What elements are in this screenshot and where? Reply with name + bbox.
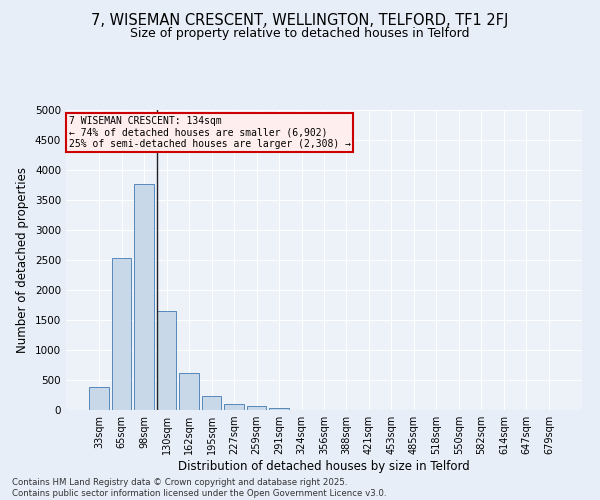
X-axis label: Distribution of detached houses by size in Telford: Distribution of detached houses by size … [178, 460, 470, 473]
Y-axis label: Number of detached properties: Number of detached properties [16, 167, 29, 353]
Bar [269, 408, 289, 410]
Text: 7, WISEMAN CRESCENT, WELLINGTON, TELFORD, TF1 2FJ: 7, WISEMAN CRESCENT, WELLINGTON, TELFORD… [91, 12, 509, 28]
Text: 7 WISEMAN CRESCENT: 134sqm
← 74% of detached houses are smaller (6,902)
25% of s: 7 WISEMAN CRESCENT: 134sqm ← 74% of deta… [68, 116, 350, 149]
Bar [157, 311, 176, 410]
Bar [247, 406, 266, 410]
Bar [224, 404, 244, 410]
Bar [112, 258, 131, 410]
Bar [179, 374, 199, 410]
Bar [202, 396, 221, 410]
Text: Size of property relative to detached houses in Telford: Size of property relative to detached ho… [130, 28, 470, 40]
Text: Contains HM Land Registry data © Crown copyright and database right 2025.
Contai: Contains HM Land Registry data © Crown c… [12, 478, 386, 498]
Bar [134, 184, 154, 410]
Bar [89, 387, 109, 410]
